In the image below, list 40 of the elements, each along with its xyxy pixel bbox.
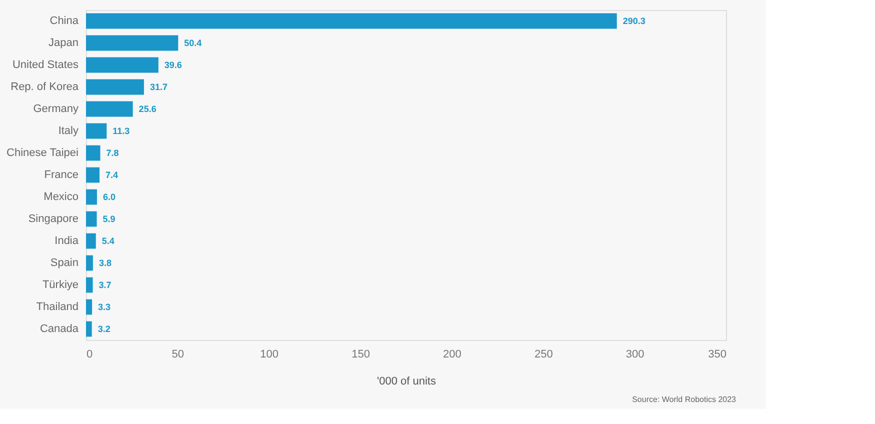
y-tick-label: Türkiye — [42, 279, 78, 291]
x-tick-label: 200 — [443, 348, 462, 360]
data-label: 7.8 — [106, 148, 119, 158]
x-tick-label: 250 — [534, 348, 553, 360]
y-tick-label: United States — [12, 59, 79, 71]
x-tick-label: 350 — [708, 348, 726, 360]
y-tick-label: Canada — [40, 323, 80, 335]
y-tick-label: Italy — [58, 125, 79, 137]
x-tick-label: 100 — [260, 348, 279, 360]
data-label: 39.6 — [164, 60, 182, 70]
x-tick-label: 50 — [172, 348, 184, 360]
y-tick-label: India — [54, 235, 80, 247]
y-tick-label: Germany — [33, 103, 79, 115]
x-tick-label: 150 — [352, 348, 370, 360]
x-tick-label: 0 — [86, 348, 93, 360]
y-tick-label: Rep. of Korea — [10, 81, 80, 93]
y-tick-label: China — [50, 15, 80, 27]
data-label: 31.7 — [150, 82, 168, 92]
y-tick-label: Japan — [48, 37, 78, 49]
source-note: Source: World Robotics 2023 — [632, 395, 737, 404]
data-label: 5.9 — [102, 214, 116, 224]
data-label: 3.2 — [98, 324, 110, 334]
data-label: 50.4 — [184, 38, 202, 48]
data-label: 3.3 — [98, 302, 111, 312]
y-tick-label: France — [44, 169, 78, 181]
y-tick-label: Chinese Taipei — [6, 147, 78, 159]
data-label: 3.7 — [98, 280, 112, 290]
y-tick-label: Mexico — [44, 191, 78, 203]
data-label: 25.6 — [138, 104, 156, 114]
data-label: 3.8 — [98, 258, 112, 268]
data-label: 7.4 — [106, 170, 118, 180]
x-tick-label: 300 — [626, 348, 644, 360]
data-label: 11.3 — [112, 126, 130, 136]
data-label: 6.0 — [102, 192, 116, 202]
x-axis-title: '000 of units — [377, 376, 436, 388]
y-tick-label: Thailand — [36, 301, 78, 313]
data-label: 290.3 — [622, 16, 646, 26]
data-label: 5.4 — [102, 236, 114, 246]
y-tick-label: Singapore — [28, 213, 78, 225]
y-tick-label: Spain — [50, 257, 78, 269]
